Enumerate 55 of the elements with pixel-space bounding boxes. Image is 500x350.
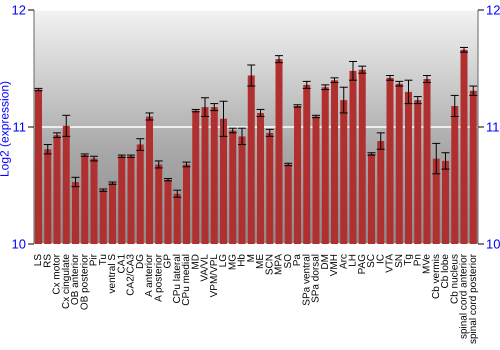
x-tick-label: VMH — [329, 254, 340, 276]
x-tick-label: A posterior — [153, 253, 164, 302]
x-tick-label: VA/VL — [200, 254, 211, 282]
x-tick-label: Cb lobe — [440, 254, 452, 288]
x-tick-label: CPu lateral — [172, 254, 183, 304]
x-tick-label: ME — [255, 254, 266, 269]
x-tick-label: CA1 — [116, 254, 128, 274]
x-tick-label: Hb — [236, 254, 248, 267]
x-tick-label: SCN — [264, 254, 276, 276]
x-tick-label: spinal cord posterior — [468, 253, 479, 344]
x-tick-label: SO — [282, 254, 294, 268]
x-tick-label: Arc — [338, 254, 350, 269]
x-tick-label: Cx motor — [52, 253, 63, 295]
y2-tick-label: 10 — [486, 236, 500, 252]
x-tick-label: Cb nucleus — [449, 254, 460, 304]
x-tick-label: IC — [375, 254, 386, 264]
x-tick-label: OB anterior — [70, 253, 82, 306]
x-tick-label: MD — [190, 254, 202, 270]
x-tick-label: Pn — [412, 254, 424, 266]
y2-tick-label: 12 — [486, 2, 500, 18]
x-tick-label: A anterior — [144, 253, 156, 297]
y-axis-title: Log2 (expression) — [0, 80, 12, 177]
x-tick-label: Cx cingulate — [60, 254, 72, 310]
x-tick-label: M — [246, 254, 257, 262]
x-tick-label: DM — [320, 254, 331, 270]
x-tick-label: spinal cord anterior — [458, 253, 470, 340]
x-tick-label: Pa — [292, 254, 304, 266]
x-tick-label: GP — [162, 254, 174, 268]
x-tick-label: CPu medial — [181, 254, 192, 306]
x-tick-label: LS — [33, 254, 44, 266]
x-tick-label: Cb vermis — [430, 254, 442, 300]
x-tick-label: Tg — [403, 254, 414, 266]
y-tick-label: 11 — [12, 120, 26, 135]
x-tick-label: SPa ventral — [301, 254, 312, 306]
x-tick-label: ventral S — [107, 254, 118, 294]
x-tick-label: LH — [348, 254, 359, 267]
x-tick-label: VTA — [384, 254, 396, 273]
x-tick-label: RS — [42, 254, 54, 268]
y-tick-label: 12 — [12, 2, 26, 18]
x-tick-label: Pir — [88, 253, 100, 266]
y2-tick-label: 11 — [486, 120, 500, 135]
x-tick-label: MVe — [422, 254, 433, 274]
x-tick-label: VPM/VPL — [208, 254, 220, 298]
x-tick-label: MG — [227, 254, 238, 270]
x-tick-label: MPA — [274, 254, 285, 275]
x-tick-label: SPa dorsal — [310, 254, 322, 303]
x-tick-label: CA2/CA3 — [126, 254, 137, 296]
y-tick-label: 10 — [12, 236, 26, 252]
x-tick-label: Tu — [98, 254, 109, 266]
x-tick-label: OB posterior — [79, 253, 90, 310]
x-tick-label: SC — [366, 254, 378, 268]
x-tick-label: SN — [394, 254, 405, 268]
x-tick-label: DG — [134, 254, 146, 269]
x-tick-label: PAG — [356, 254, 368, 274]
x-tick-label: LG — [218, 254, 230, 268]
